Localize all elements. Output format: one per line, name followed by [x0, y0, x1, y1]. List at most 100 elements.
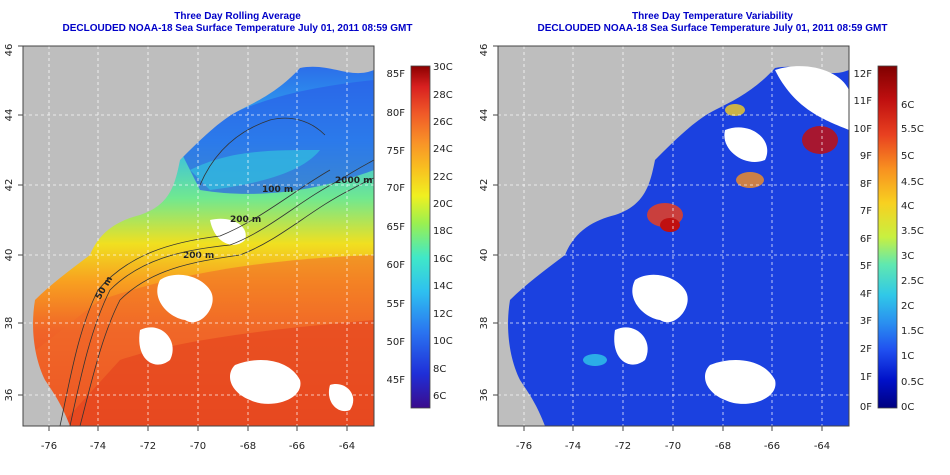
- colorbar-label: 8F: [860, 179, 872, 190]
- cloud-patch: [614, 327, 648, 365]
- colorbar-label: 22C: [433, 172, 453, 183]
- colorbar-label: 1.5C: [901, 326, 924, 337]
- colorbar-label: 14C: [433, 281, 453, 292]
- colorbar-c-labels: 30C 28C 26C 24C 22C 20C 18C 16C 14C 12C …: [433, 62, 453, 402]
- cloud-patch: [775, 66, 849, 130]
- colorbar-label: 60F: [387, 260, 406, 271]
- y-tick-label: 46: [479, 44, 490, 57]
- colorbar-label: 3C: [901, 251, 914, 262]
- colorbar-label: 26C: [433, 117, 453, 128]
- x-tick-label: -74: [90, 441, 106, 452]
- x-tick-label: -74: [565, 441, 581, 452]
- x-tick-label: -68: [240, 441, 256, 452]
- x-tick-label: -72: [615, 441, 631, 452]
- x-tick-label: -76: [41, 441, 57, 452]
- colorbar-label: 3.5C: [901, 226, 924, 237]
- colorbar-label: 2C: [901, 301, 914, 312]
- colorbar-label: 10C: [433, 336, 453, 347]
- colorbar-label: 0.5C: [901, 377, 924, 388]
- colorbar-label: 85F: [387, 69, 406, 80]
- x-axis: -76 -74 -72 -70 -68 -66 -64: [41, 441, 355, 452]
- colorbar-label: 6F: [860, 234, 872, 245]
- colorbar-label: 1C: [901, 351, 914, 362]
- colorbar-label: 70F: [387, 183, 406, 194]
- x-axis: -76 -74 -72 -70 -68 -66 -64: [516, 441, 830, 452]
- y-tick-label: 44: [4, 109, 15, 122]
- colorbar-label: 10F: [854, 124, 873, 135]
- colorbar-label: 65F: [387, 222, 406, 233]
- x-tick-label: -70: [190, 441, 206, 452]
- colorbar-label: 28C: [433, 90, 453, 101]
- colorbar-label: 50F: [387, 337, 406, 348]
- sst-average-map: 100 m 200 m 50 m 2000 m 200 m -76 -74 -7…: [4, 44, 453, 452]
- panel-title: Three Day Rolling Average: [174, 11, 301, 22]
- contour-label: 100 m: [262, 185, 293, 195]
- contour-label: 2000 m: [335, 176, 373, 186]
- colorbar: [410, 65, 431, 409]
- colorbar-label: 3F: [860, 316, 872, 327]
- x-tick-label: -64: [814, 441, 830, 452]
- y-tick-label: 42: [4, 179, 15, 192]
- panel-subtitle: DECLOUDED NOAA-18 Sea Surface Temperatur…: [537, 23, 888, 34]
- sst-average-panel: Three Day Rolling Average DECLOUDED NOAA…: [4, 11, 453, 452]
- colorbar-label: 5F: [860, 261, 872, 272]
- colorbar-label: 30C: [433, 62, 453, 73]
- x-tick-label: -72: [140, 441, 156, 452]
- y-tick-label: 36: [479, 389, 490, 402]
- colorbar-label: 12F: [854, 69, 873, 80]
- graticule: [498, 46, 849, 426]
- y-tick-label: 36: [4, 389, 15, 402]
- colorbar-label: 5C: [901, 151, 914, 162]
- colorbar-label: 75F: [387, 146, 406, 157]
- colorbar-label: 7F: [860, 206, 872, 217]
- y-tick-label: 40: [4, 249, 15, 262]
- bathymetry-contours: [59, 117, 374, 426]
- y-tick-label: 42: [479, 179, 490, 192]
- contour-label: 200 m: [230, 215, 261, 225]
- y-axis: 36 38 40 42 44 46: [4, 44, 15, 402]
- y-tick-label: 38: [4, 317, 15, 330]
- colorbar-label: 12C: [433, 309, 453, 320]
- colorbar-label: 18C: [433, 226, 453, 237]
- colorbar-label: 0C: [901, 402, 914, 413]
- land-mass: [498, 46, 849, 426]
- cloud-patch: [157, 274, 213, 323]
- colorbar-label: 11F: [854, 96, 873, 107]
- graticule: [23, 46, 374, 426]
- colorbar-label: 80F: [387, 108, 406, 119]
- panel-title: Three Day Temperature Variability: [632, 11, 793, 22]
- colorbar-label: 55F: [387, 299, 406, 310]
- x-tick-label: -68: [715, 441, 731, 452]
- cloud-patch: [139, 327, 173, 365]
- colorbar-label: 4C: [901, 201, 914, 212]
- colorbar-label: 4F: [860, 289, 872, 300]
- colorbar-label: 2.5C: [901, 276, 924, 287]
- cloud-patch: [210, 218, 246, 245]
- colorbar-label: 9F: [860, 151, 872, 162]
- x-tick-label: -66: [764, 441, 780, 452]
- sst-variability-map: -76 -74 -72 -70 -68 -66 -64 36 38 40 42 …: [479, 44, 924, 452]
- colorbar-label: 6C: [901, 100, 914, 111]
- colorbar-label: 1F: [860, 372, 872, 383]
- panel-subtitle: DECLOUDED NOAA-18 Sea Surface Temperatur…: [62, 23, 413, 34]
- y-tick-label: 44: [479, 109, 490, 122]
- y-tick-label: 38: [479, 317, 490, 330]
- cloud-patch: [724, 127, 768, 162]
- x-tick-label: -66: [289, 441, 305, 452]
- colorbar-label: 45F: [387, 375, 406, 386]
- x-tick-label: -76: [516, 441, 532, 452]
- cloud-patch: [632, 274, 688, 323]
- colorbar-label: 20C: [433, 199, 453, 210]
- colorbar-f-labels: 85F 80F 75F 70F 65F 60F 55F 50F 45F: [387, 69, 406, 386]
- colorbar-label: 2F: [860, 344, 872, 355]
- y-tick-label: 40: [479, 249, 490, 262]
- colorbar-label: 0F: [860, 402, 872, 413]
- colorbar-label: 16C: [433, 254, 453, 265]
- contour-label: 200 m: [183, 251, 214, 261]
- x-tick-label: -64: [339, 441, 355, 452]
- colorbar-label: 24C: [433, 144, 453, 155]
- colorbar: [877, 65, 898, 409]
- x-tick-label: -70: [665, 441, 681, 452]
- y-axis: 36 38 40 42 44 46: [479, 44, 490, 402]
- colorbar-label: 4.5C: [901, 177, 924, 188]
